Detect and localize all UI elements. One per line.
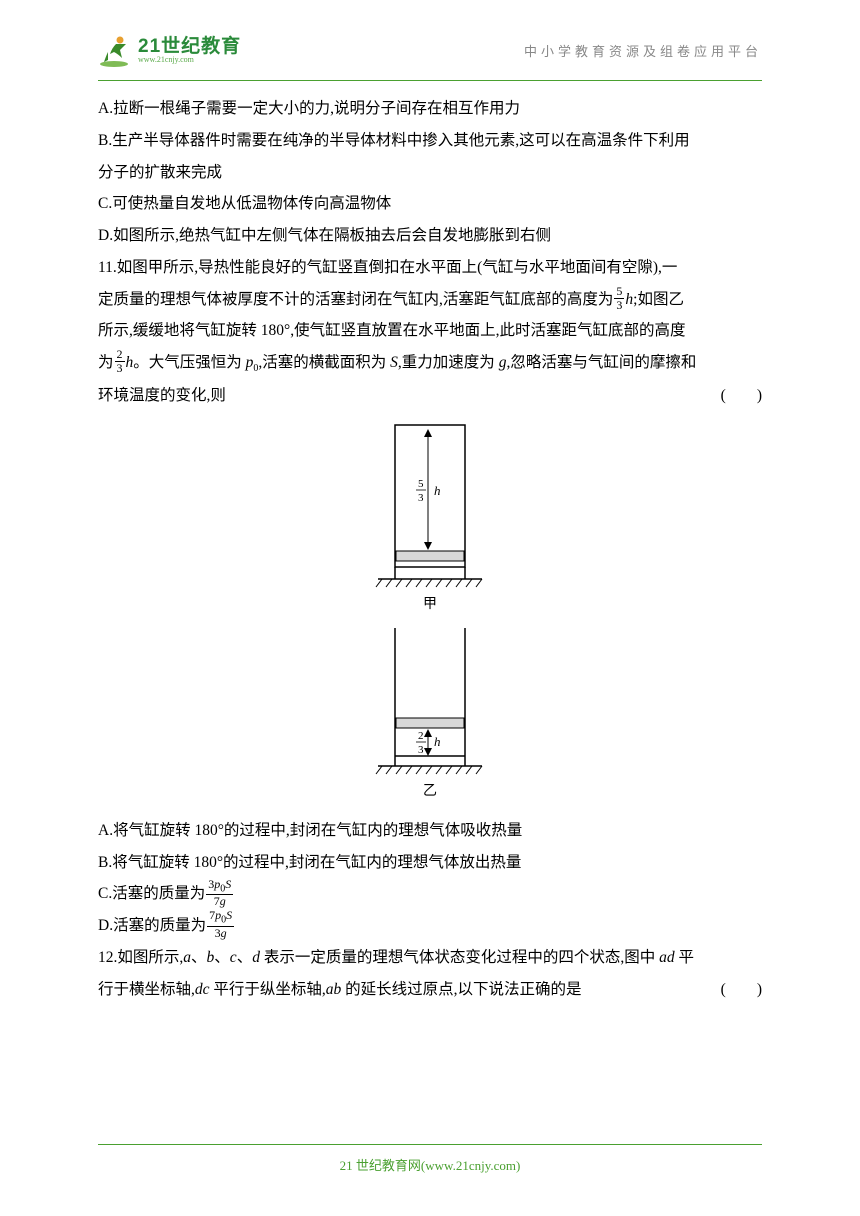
svg-text:2: 2 bbox=[418, 730, 424, 742]
svg-text:h: h bbox=[434, 734, 441, 749]
footer-text: 21 世纪教育网(www.21cnjy.com) bbox=[98, 1155, 762, 1174]
footer-divider bbox=[98, 1144, 762, 1145]
q11-option-c: C.活塞的质量为3p0S7g bbox=[98, 878, 762, 910]
figure-2: h 2 3 乙 bbox=[98, 628, 762, 807]
header-subtitle: 中小学教育资源及组卷应用平台 bbox=[524, 41, 762, 60]
logo-text: 21世纪教育 www.21cnjy.com bbox=[138, 37, 241, 64]
option-d: D.如图所示,绝热气缸中左侧气体在隔板抽去后会自发地膨胀到右侧 bbox=[98, 220, 762, 252]
svg-text:h: h bbox=[434, 483, 441, 498]
q11-option-d: D.活塞的质量为7p0S3g bbox=[98, 910, 762, 942]
q11-line1: 11.如图甲所示,导热性能良好的气缸竖直倒扣在水平面上(气缸与水平地面间有空隙)… bbox=[98, 252, 762, 284]
page-content: A.拉断一根绳子需要一定大小的力,说明分子间存在相互作用力 B.生产半导体器件时… bbox=[0, 93, 860, 1005]
figure-1: h 5 3 甲 bbox=[98, 419, 762, 620]
header-divider bbox=[98, 80, 762, 81]
fraction-5-3: 53 bbox=[614, 285, 624, 311]
q11-blank: ( ) bbox=[721, 380, 762, 412]
figure-1-label: 甲 bbox=[98, 591, 762, 620]
figure-2-label: 乙 bbox=[98, 778, 762, 807]
fraction-c: 3p0S7g bbox=[206, 878, 233, 908]
option-b-line1: B.生产半导体器件时需要在纯净的半导体材料中掺入其他元素,这可以在高温条件下利用 bbox=[98, 125, 762, 157]
q11-option-a: A.将气缸旋转 180°的过程中,封闭在气缸内的理想气体吸收热量 bbox=[98, 815, 762, 847]
svg-text:5: 5 bbox=[418, 478, 424, 490]
page-header: 21世纪教育 www.21cnjy.com 中小学教育资源及组卷应用平台 bbox=[0, 0, 860, 80]
q12-line2: 行于横坐标轴,dc 平行于纵坐标轴,ab 的延长线过原点,以下说法正确的是 ( … bbox=[98, 974, 762, 1006]
logo-runner-icon bbox=[98, 32, 134, 68]
option-b-line2: 分子的扩散来完成 bbox=[98, 157, 762, 189]
q11-line2: 定质量的理想气体被厚度不计的活塞封闭在气缸内,活塞距气缸底部的高度为53h;如图… bbox=[98, 284, 762, 316]
q11-option-b: B.将气缸旋转 180°的过程中,封闭在气缸内的理想气体放出热量 bbox=[98, 847, 762, 879]
svg-text:3: 3 bbox=[418, 492, 424, 504]
q11-line4: 为23h。大气压强恒为 p0,活塞的横截面积为 S,重力加速度为 g,忽略活塞与… bbox=[98, 347, 762, 380]
logo-main-text: 21世纪教育 bbox=[138, 37, 241, 56]
q12-line1: 12.如图所示,a、b、c、d 表示一定质量的理想气体状态变化过程中的四个状态,… bbox=[98, 942, 762, 974]
svg-text:3: 3 bbox=[418, 744, 424, 756]
option-a: A.拉断一根绳子需要一定大小的力,说明分子间存在相互作用力 bbox=[98, 93, 762, 125]
q11-line5: 环境温度的变化,则 ( ) bbox=[98, 380, 762, 412]
option-c: C.可使热量自发地从低温物体传向高温物体 bbox=[98, 188, 762, 220]
page-footer: 21 世纪教育网(www.21cnjy.com) bbox=[98, 1144, 762, 1174]
logo-sub-text: www.21cnjy.com bbox=[138, 56, 241, 64]
logo: 21世纪教育 www.21cnjy.com bbox=[98, 32, 241, 68]
fraction-d: 7p0S3g bbox=[207, 909, 234, 939]
q11-line3: 所示,缓缓地将气缸旋转 180°,使气缸竖直放置在水平地面上,此时活塞距气缸底部… bbox=[98, 315, 762, 347]
fraction-2-3: 23 bbox=[115, 348, 125, 374]
q12-blank: ( ) bbox=[721, 974, 762, 1006]
